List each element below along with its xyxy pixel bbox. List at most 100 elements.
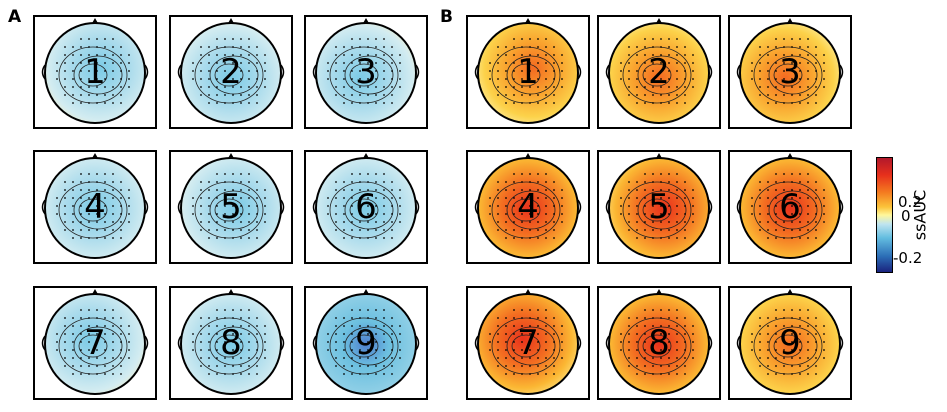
head-outline (180, 22, 282, 124)
electrode-dot (815, 373, 817, 375)
electrode-dot (684, 94, 686, 96)
topomap-number: 3 (355, 52, 377, 92)
electrode-dot (636, 62, 638, 64)
electrode-dot (88, 213, 90, 215)
electrode-dot (96, 94, 98, 96)
head-outline (44, 293, 146, 395)
electrode-dot (553, 54, 555, 56)
electrode-dot (505, 197, 507, 199)
electrode-dot (676, 333, 678, 335)
electrode-dot (80, 38, 82, 40)
electrode-dot (335, 54, 337, 56)
topomap-panel-b-5: 5 (597, 150, 721, 264)
electrode-dot (375, 373, 377, 375)
electrode-dot (553, 62, 555, 64)
electrode-dot (791, 213, 793, 215)
electrode-dot (529, 221, 531, 223)
electrode-dot (652, 86, 654, 88)
colorbar-title: ssAUC (910, 189, 930, 241)
electrode-dot (104, 70, 106, 72)
electrode-dot (399, 189, 401, 191)
electrode-dot (652, 237, 654, 239)
electrode-dot (128, 54, 130, 56)
head-outline (315, 157, 417, 259)
electrode-dot (232, 197, 234, 199)
electrode-dot (383, 78, 385, 80)
electrode-dot (88, 173, 90, 175)
electrode-dot (815, 229, 817, 231)
electrode-dot (343, 189, 345, 191)
electrode-dot (799, 189, 801, 191)
electrode-dot (383, 373, 385, 375)
electrode-dot (256, 62, 258, 64)
electrode-dot (391, 325, 393, 327)
electrode-dot (72, 349, 74, 351)
electrode-dot (759, 317, 761, 319)
electrode-dot (636, 213, 638, 215)
electrode-dot (375, 46, 377, 48)
electrode-dot (775, 325, 777, 327)
electrode-dot (359, 78, 361, 80)
electrode-dot (351, 365, 353, 367)
electrode-dot (529, 357, 531, 359)
electrode-dot (367, 189, 369, 191)
electrode-dot (367, 102, 369, 104)
electrode-dot (545, 357, 547, 359)
electrode-dot (248, 365, 250, 367)
electrode-dot (652, 221, 654, 223)
electrode-dot (759, 78, 761, 80)
electrode-dot (120, 86, 122, 88)
electrode-dot (128, 221, 130, 223)
electrode-dot (120, 62, 122, 64)
electrode-dot (216, 309, 218, 311)
electrode-dot (399, 325, 401, 327)
electrode-dot (375, 94, 377, 96)
electrode-dot (256, 333, 258, 335)
electrode-dot (327, 205, 329, 207)
electrode-dot (561, 349, 563, 351)
electrode-dot (521, 181, 523, 183)
electrode-dot (497, 78, 499, 80)
electrode-dot (505, 237, 507, 239)
electrode-dot (112, 373, 114, 375)
electrode-dot (112, 205, 114, 207)
electrode-dot (359, 317, 361, 319)
electrode-dot (375, 221, 377, 223)
electrode-dot (208, 373, 210, 375)
electrode-dot (775, 341, 777, 343)
contour-line (209, 55, 259, 95)
electrode-dot (553, 325, 555, 327)
electrode-dot (56, 213, 58, 215)
electrode-dot (96, 237, 98, 239)
electrode-dot (367, 309, 369, 311)
electrode-dot (767, 94, 769, 96)
electrode-dot (553, 229, 555, 231)
electrode-dot (537, 173, 539, 175)
head-outline (44, 22, 146, 124)
electrode-dot (240, 46, 242, 48)
electrode-dot (823, 357, 825, 359)
electrode-dot (335, 325, 337, 327)
electrode-dot (232, 365, 234, 367)
electrode-dot (660, 205, 662, 207)
electrode-dot (636, 341, 638, 343)
contour-line (491, 181, 561, 239)
electrode-dot (248, 173, 250, 175)
electrode-dot (513, 38, 515, 40)
electrode-dot (628, 213, 630, 215)
electrode-dot (505, 341, 507, 343)
electrode-dot (628, 78, 630, 80)
electrode-dot (489, 197, 491, 199)
topomap-head (736, 289, 844, 395)
electrode-dot (644, 349, 646, 351)
electrode-dot (529, 197, 531, 199)
contour-line (768, 190, 818, 230)
electrode-dot (529, 349, 531, 351)
electrode-dot (351, 333, 353, 335)
electrode-dot (208, 102, 210, 104)
topomap-number: 8 (648, 323, 670, 363)
electrode-dot (264, 70, 266, 72)
electrode-dot (791, 189, 793, 191)
electrode-dot (684, 54, 686, 56)
electrode-dot (383, 237, 385, 239)
